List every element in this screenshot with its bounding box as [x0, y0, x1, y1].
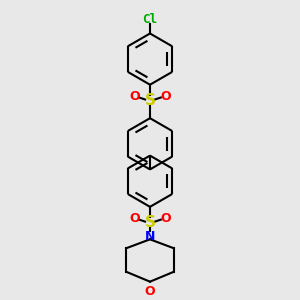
Text: S: S: [145, 93, 155, 108]
Text: O: O: [160, 212, 171, 225]
Text: O: O: [145, 285, 155, 298]
Text: O: O: [160, 90, 171, 103]
Text: O: O: [129, 212, 140, 225]
Text: S: S: [145, 215, 155, 230]
Text: N: N: [145, 230, 155, 243]
Text: Cl: Cl: [142, 13, 158, 26]
Text: O: O: [129, 90, 140, 103]
